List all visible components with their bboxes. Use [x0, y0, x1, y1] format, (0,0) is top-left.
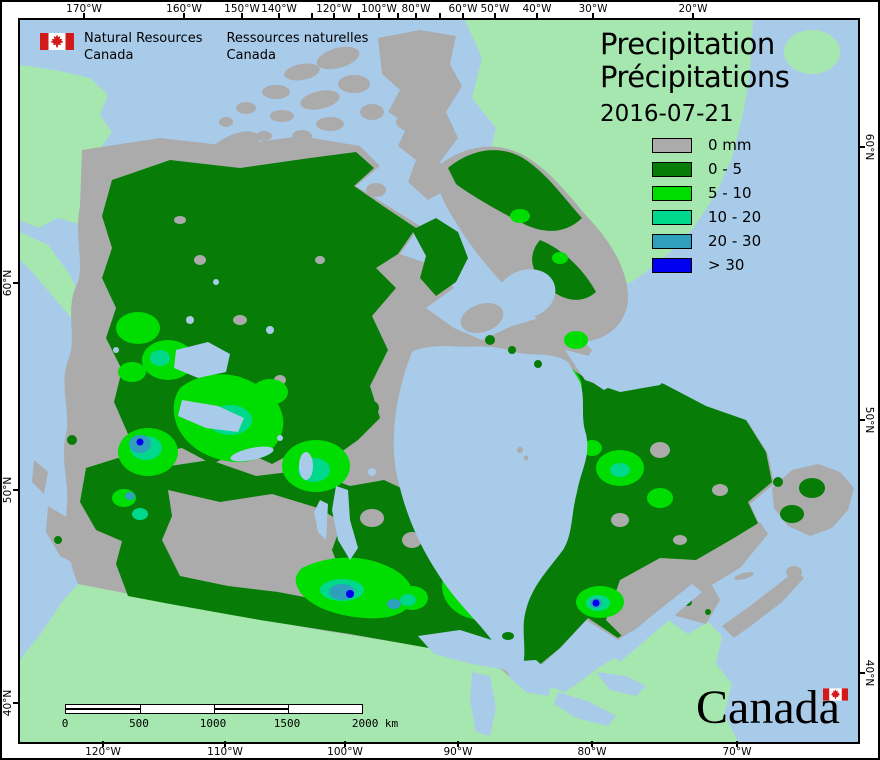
- hudson-bay: [393, 346, 588, 677]
- nrcan-fr-line2: Canada: [226, 47, 276, 63]
- lon-label: 110°W: [207, 746, 243, 758]
- legend-row: 20 - 30: [652, 234, 761, 249]
- nrcan-signature: Natural Resources Canada Ressources natu…: [40, 31, 368, 64]
- lake-huron: [506, 660, 554, 696]
- lon-label: 50°W: [480, 3, 510, 15]
- foxe-basin: [496, 269, 556, 319]
- legend-swatch-10-20: [652, 210, 692, 225]
- lat-label: 60°N: [2, 269, 14, 297]
- bay-islands: [460, 303, 542, 640]
- scale-segment: [140, 705, 214, 713]
- legend-label: 0 mm: [708, 136, 752, 154]
- legend-row: 0 - 5: [652, 162, 761, 177]
- map-date: 2016-07-21: [600, 101, 734, 127]
- legend: 0 mm 0 - 5 5 - 10 10 - 20 20 - 30 > 30: [652, 138, 761, 282]
- lon-label: 120°W: [85, 746, 121, 758]
- map-canvas: [20, 20, 858, 742]
- scale-segment: [66, 705, 140, 713]
- region-haida-gwaii: [32, 460, 48, 494]
- scale-segment: [288, 705, 362, 713]
- legend-label: 0 - 5: [708, 160, 743, 178]
- legend-row: > 30: [652, 258, 761, 273]
- legend-swatch-gt30: [652, 258, 692, 273]
- map-title-en: Precipitation: [600, 27, 775, 61]
- lake-superior: [418, 630, 518, 670]
- canada-flag-icon: [40, 33, 74, 50]
- legend-row: 0 mm: [652, 138, 761, 153]
- water-bodies: [113, 269, 702, 736]
- st-lawrence: [608, 584, 702, 662]
- legend-swatch-20-30: [652, 234, 692, 249]
- lon-label: 80°W: [401, 3, 431, 15]
- lon-label: 60°W: [448, 3, 478, 15]
- scale-bar: 0 500 1000 1500 2000 km: [61, 704, 398, 731]
- precip-gt30: [136, 438, 600, 607]
- lon-label: 40°W: [522, 3, 552, 15]
- legend-label: 5 - 10: [708, 184, 752, 202]
- lat-label: 60°N: [863, 133, 875, 161]
- scale-bar-graphic: [65, 704, 363, 714]
- scale-segment: [214, 705, 288, 713]
- scale-label: 500: [129, 717, 149, 730]
- lon-label: 80°W: [577, 746, 607, 758]
- region-iceland: [784, 30, 840, 74]
- scale-label: 2000 km: [351, 717, 399, 730]
- nrcan-en-line2: Canada: [84, 47, 134, 63]
- lake-athabasca: [230, 446, 274, 462]
- lon-label: 100°W: [327, 746, 363, 758]
- canada-wordmark-text: Canada: [696, 681, 840, 734]
- great-bear-lake: [174, 342, 230, 378]
- lon-label: 20°W: [678, 3, 708, 15]
- nrcan-text-fr: Ressources naturelles Canada: [226, 31, 368, 64]
- canada-wordmark: Canada: [696, 684, 840, 732]
- region-alaska-panhandle: [20, 232, 86, 326]
- lake-erie: [554, 692, 616, 726]
- legend-label: 20 - 30: [708, 232, 762, 250]
- nrcan-en-line1: Natural Resources: [84, 31, 203, 46]
- lon-label: 90°W: [443, 746, 473, 758]
- lat-label: 40°N: [2, 689, 14, 717]
- great-slave-lake: [178, 400, 244, 432]
- lon-label: 100°W: [361, 3, 397, 15]
- scale-bar-labels: 0 500 1000 1500 2000 km: [61, 717, 398, 731]
- scale-label: 0: [61, 717, 69, 730]
- precip-0-pockets: [162, 216, 768, 636]
- lon-label: 170°W: [66, 3, 102, 15]
- lon-label: 70°W: [722, 746, 752, 758]
- legend-label: 10 - 20: [708, 208, 762, 226]
- lon-label: 30°W: [578, 3, 608, 15]
- legend-swatch-0mm: [652, 138, 692, 153]
- region-banks: [204, 131, 260, 169]
- region-nova-scotia: [722, 570, 804, 638]
- scale-label: 1500: [273, 717, 301, 730]
- lake-michigan: [470, 672, 496, 736]
- lake-ontario: [596, 672, 646, 696]
- legend-label: > 30: [708, 256, 745, 274]
- region-southampton: [460, 303, 504, 333]
- lat-label: 50°N: [863, 406, 875, 434]
- scale-label: 1000: [199, 717, 227, 730]
- canada-wordmark-flag-icon: [823, 688, 848, 701]
- region-vancouver-island: [46, 506, 82, 564]
- lat-label: 40°N: [863, 659, 875, 687]
- lon-label: 120°W: [316, 3, 352, 15]
- lon-label: 140°W: [261, 3, 297, 15]
- hudson-strait: [565, 350, 675, 392]
- map-title-fr: Précipitations: [600, 60, 790, 94]
- lon-label: 150°W: [224, 3, 260, 15]
- nrcan-text-en: Natural Resources Canada: [84, 31, 202, 64]
- legend-row: 10 - 20: [652, 210, 761, 225]
- lat-label: 50°N: [2, 476, 14, 504]
- lon-label: 160°W: [166, 3, 202, 15]
- region-pei: [734, 572, 754, 580]
- lake-winnipeg: [332, 486, 358, 560]
- legend-swatch-5-10: [652, 186, 692, 201]
- legend-swatch-0-5: [652, 162, 692, 177]
- nrcan-fr-line1: Ressources naturelles: [226, 31, 369, 46]
- map-title-block: Precipitation Précipitations 2016-07-21: [600, 27, 790, 128]
- legend-row: 5 - 10: [652, 186, 761, 201]
